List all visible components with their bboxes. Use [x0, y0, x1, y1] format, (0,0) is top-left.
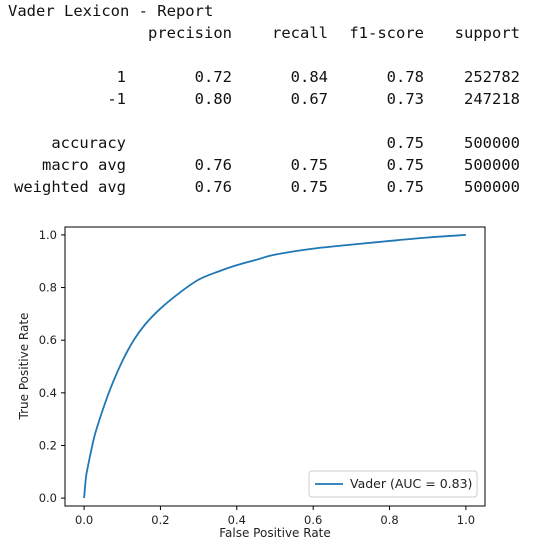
x-tick-label: 0.2 — [151, 513, 169, 527]
legend: Vader (AUC = 0.83) — [308, 470, 478, 498]
x-tick-label: 0.0 — [75, 513, 93, 527]
axis-ticks: 0.0 0.2 0.4 0.6 0.8 1.0 0.0 0.2 0.4 0.6 0.8 1.0 — [39, 228, 475, 527]
roc-curve-chart: 0.0 0.2 0.4 0.6 0.8 1.0 0.0 0.2 0.4 0.6 0.8 1.0 Fal… — [17, 226, 486, 540]
report-row-class-1: 1 0.72 0.84 0.78 252782 — [8, 68, 528, 90]
precision-value: 0.76 — [194, 156, 232, 174]
header-support: support — [454, 24, 520, 42]
support-value: 500000 — [464, 134, 520, 152]
row-label: -1 — [107, 90, 126, 108]
support-value: 500000 — [464, 178, 520, 196]
roc-curve-line — [83, 234, 466, 499]
recall-value: 0.75 — [290, 178, 328, 196]
row-label: 1 — [116, 68, 126, 86]
y-tick-label: 0.8 — [39, 281, 57, 295]
plot-frame — [64, 226, 486, 507]
report-row-weighted-avg: weighted avg 0.76 0.75 0.75 500000 — [8, 178, 528, 200]
recall-value: 0.67 — [290, 90, 328, 108]
f1-value: 0.75 — [386, 156, 424, 174]
f1-value: 0.75 — [386, 134, 424, 152]
report-row-accuracy: accuracy 0.75 500000 — [8, 134, 528, 156]
legend-box — [308, 470, 478, 498]
f1-value: 0.78 — [386, 68, 424, 86]
y-axis-label: True Positive Rate — [17, 313, 31, 421]
y-tick-label: 1.0 — [39, 228, 57, 242]
row-label: accuracy — [51, 134, 126, 152]
support-value: 252782 — [464, 68, 520, 86]
legend-label: Vader (AUC = 0.83) — [350, 476, 472, 491]
recall-value: 0.75 — [290, 156, 328, 174]
row-label: weighted avg — [14, 178, 126, 196]
x-tick-label: 1.0 — [457, 513, 475, 527]
y-tick-label: 0.0 — [39, 491, 57, 505]
precision-value: 0.80 — [194, 90, 232, 108]
report-header-row: precision recall f1-score support — [8, 24, 528, 46]
x-tick-label: 0.6 — [304, 513, 322, 527]
report-row-class-neg1: -1 0.80 0.67 0.73 247218 — [8, 90, 528, 112]
y-tick-label: 0.6 — [39, 333, 57, 347]
y-tick-label: 0.4 — [39, 386, 57, 400]
f1-value: 0.75 — [386, 178, 424, 196]
header-recall: recall — [272, 24, 328, 42]
recall-value: 0.84 — [290, 68, 328, 86]
report-title: Vader Lexicon - Report — [8, 2, 214, 20]
support-value: 247218 — [464, 90, 520, 108]
header-f1-score: f1-score — [349, 24, 424, 42]
y-tick-label: 0.2 — [39, 438, 57, 452]
support-value: 500000 — [464, 156, 520, 174]
row-label: macro avg — [42, 156, 126, 174]
precision-value: 0.72 — [194, 68, 232, 86]
x-tick-label: 0.8 — [380, 513, 398, 527]
x-tick-label: 0.4 — [228, 513, 246, 527]
report-row-macro-avg: macro avg 0.76 0.75 0.75 500000 — [8, 156, 528, 178]
x-axis-label: False Positive Rate — [219, 526, 331, 540]
f1-value: 0.73 — [386, 90, 424, 108]
header-precision: precision — [148, 24, 232, 42]
precision-value: 0.76 — [194, 178, 232, 196]
